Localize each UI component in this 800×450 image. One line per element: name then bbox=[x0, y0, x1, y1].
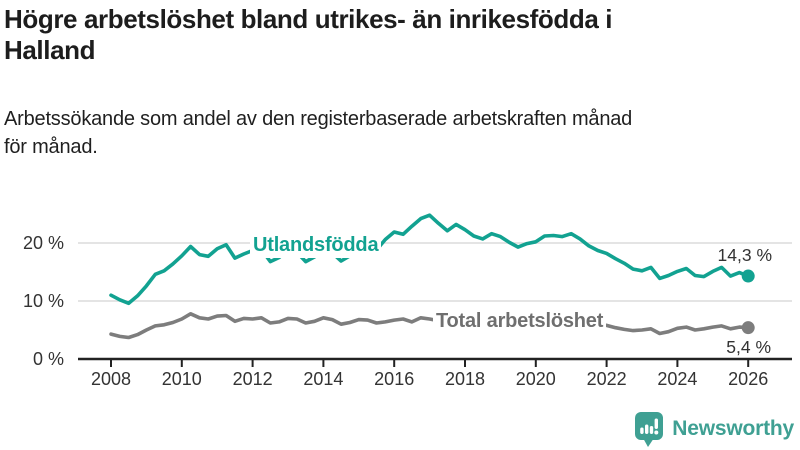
x-axis-tick-label: 2008 bbox=[91, 369, 131, 389]
x-axis-tick-label: 2024 bbox=[657, 369, 697, 389]
end-value-label-utlandsfodda: 14,3 % bbox=[717, 245, 772, 265]
series-end-dot-0 bbox=[741, 269, 755, 283]
series-line-0 bbox=[109, 213, 751, 306]
series-end-dot-1 bbox=[741, 321, 755, 335]
x-axis-tick-label: 2018 bbox=[445, 369, 485, 389]
page-title-line-2: Halland bbox=[4, 35, 96, 65]
x-axis-tick-label: 2010 bbox=[162, 369, 202, 389]
x-axis-tick-label: 2022 bbox=[587, 369, 627, 389]
brand-name: Newsworthy bbox=[672, 417, 794, 440]
series-label-total-arbetsloshet: Total arbetslöshet bbox=[433, 309, 607, 334]
newsworthy-logo-icon bbox=[635, 411, 664, 447]
x-axis-tick-label: 2012 bbox=[233, 369, 273, 389]
end-value-label-total: 5,4 % bbox=[726, 337, 771, 357]
x-axis-tick-label: 2014 bbox=[303, 369, 343, 389]
series-line-1 bbox=[109, 310, 751, 340]
page-subtitle-line-1: Arbetssökande som andel av den registerb… bbox=[4, 108, 633, 130]
y-axis-label: 20 % bbox=[23, 233, 64, 253]
x-axis-tick-label: 2020 bbox=[516, 369, 556, 389]
page-subtitle: Arbetssökande som andel av den registerb… bbox=[4, 105, 796, 161]
page-subtitle-line-2: för månad. bbox=[4, 136, 98, 158]
series-label-utlandsfodda: Utlandsfödda bbox=[250, 233, 382, 258]
page-title: Högre arbetslöshet bland utrikes- än inr… bbox=[4, 4, 796, 66]
y-axis-label: 10 % bbox=[23, 291, 64, 311]
x-axis-tick-label: 2016 bbox=[374, 369, 414, 389]
page-title-line-1: Högre arbetslöshet bland utrikes- än inr… bbox=[4, 4, 613, 34]
y-axis-label: 0 % bbox=[33, 349, 64, 369]
x-axis-tick-label: 2026 bbox=[728, 369, 768, 389]
brand-footer: Newsworthy bbox=[634, 410, 794, 448]
